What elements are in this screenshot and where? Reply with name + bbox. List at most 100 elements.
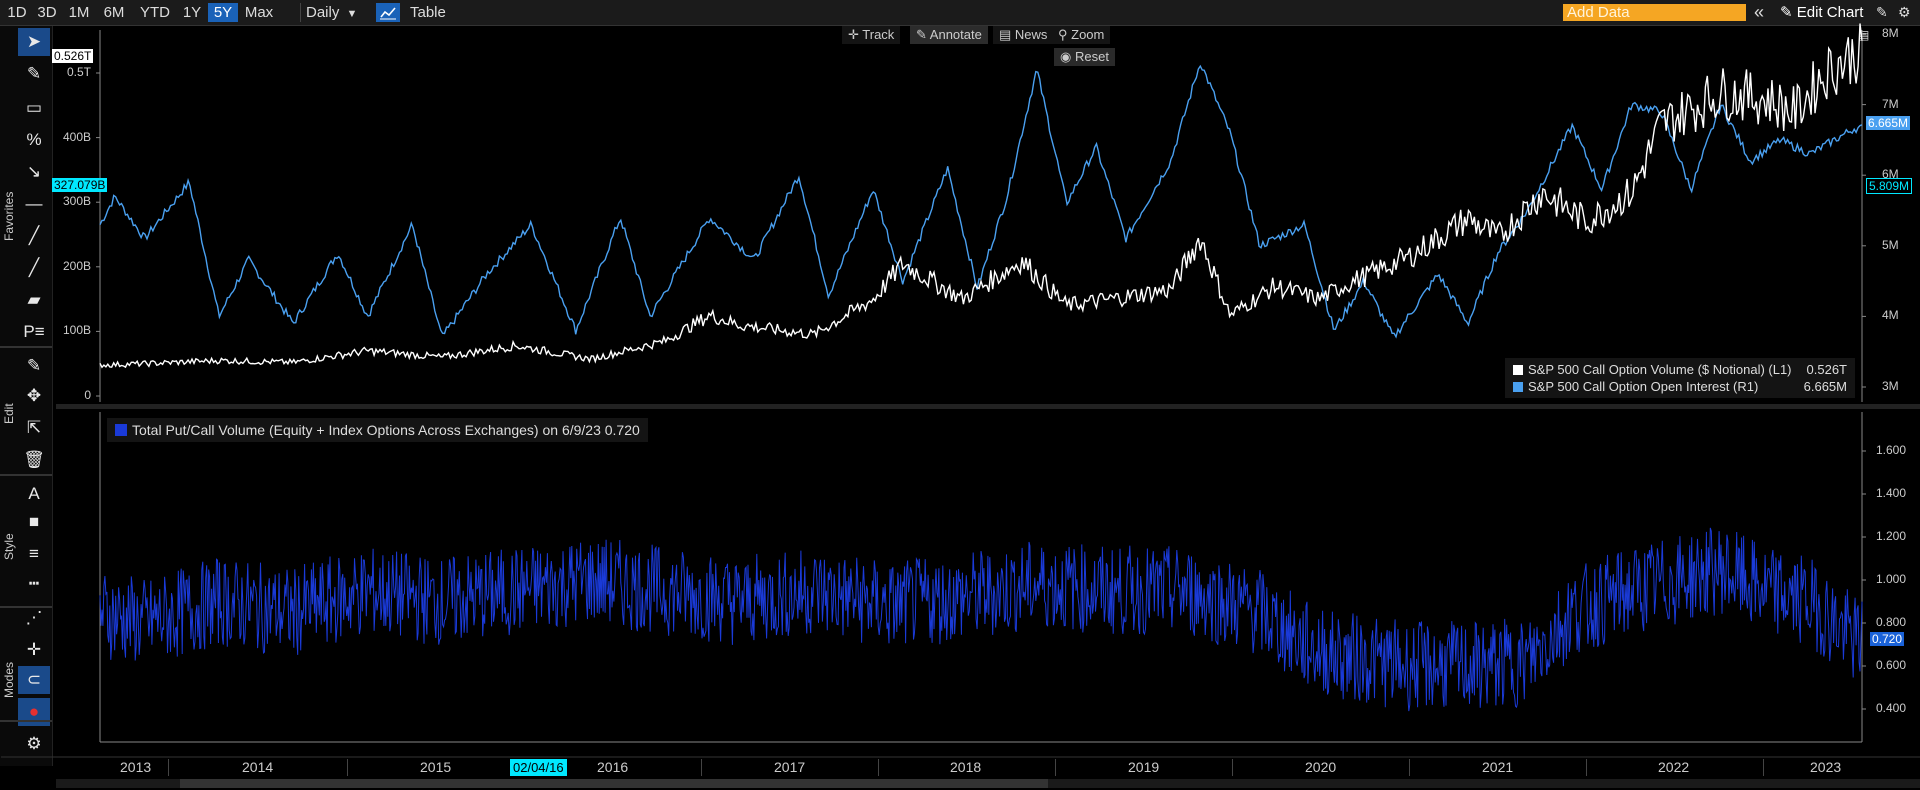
left-cursor-value-tag: 327.079B: [52, 178, 108, 192]
y-tick-label: 0.400: [1876, 701, 1907, 715]
horizontal-line-tool[interactable]: —: [18, 190, 50, 218]
chart-type-button[interactable]: [376, 3, 400, 22]
range-button-ytd[interactable]: YTD: [140, 4, 170, 21]
x-axis-divider: [701, 759, 702, 776]
edit-chart-button[interactable]: ✎ Edit Chart: [1780, 3, 1863, 22]
dotted-line-icon: ⋰: [25, 608, 43, 627]
table-button[interactable]: Table: [410, 4, 446, 21]
topbar-divider: [300, 3, 301, 22]
legend-swatch: [1513, 365, 1523, 375]
y-tick-label: 400B: [62, 129, 91, 144]
legend-swatch: [115, 424, 127, 436]
cursor-tool[interactable]: ➤: [18, 28, 50, 56]
range-button-6m[interactable]: 6M: [103, 4, 125, 21]
frequency-label: Daily: [306, 4, 340, 21]
arrow-tool[interactable]: ↘: [18, 158, 50, 186]
range-button-1y[interactable]: 1Y: [182, 4, 202, 21]
line-weight-tool[interactable]: ≡: [18, 540, 50, 568]
x-tick-label: 2016: [597, 759, 629, 775]
trash-icon: 🗑: [23, 450, 45, 469]
x-axis-divider: [1055, 759, 1056, 776]
y-tick-label: 0.800: [1876, 615, 1907, 629]
draw-tool[interactable]: ✎: [18, 352, 50, 380]
x-axis-divider: [347, 759, 348, 776]
y-tick-label: 0.600: [1876, 658, 1907, 672]
gear-icon: ⚙: [26, 734, 42, 753]
magnet-tool[interactable]: ⊂: [18, 666, 50, 694]
x-tick-label: 2023: [1810, 759, 1842, 775]
legend-value: 6.665M: [1803, 379, 1847, 394]
fill-tool[interactable]: ■: [18, 508, 50, 536]
channel-tool[interactable]: ▰: [18, 286, 50, 314]
toolbar-divider: [0, 606, 52, 608]
crosshair-icon: ✛: [848, 27, 863, 42]
x-tick-label: 2022: [1658, 759, 1690, 775]
x-axis-divider: [168, 759, 169, 776]
x-tick-label: 2018: [950, 759, 982, 775]
draw-icon: ✎: [26, 356, 42, 375]
x-axis-divider: [1586, 759, 1587, 776]
cursor-date-tag: 02/04/16: [510, 759, 567, 776]
crosshair-add-tool[interactable]: ✛: [18, 636, 50, 664]
rectangle-tool[interactable]: ▭: [18, 94, 50, 122]
crosshair-add-icon: ✛: [26, 640, 42, 659]
open-interest-line: [99, 64, 1863, 339]
line-style-tool[interactable]: ┅: [18, 570, 50, 598]
news-icon: ▤: [999, 27, 1015, 42]
x-tick-label: 2021: [1482, 759, 1514, 775]
percent-tool[interactable]: %: [18, 126, 50, 154]
y-tick-label: 0: [84, 388, 91, 402]
legend-label: S&P 500 Call Option Volume ($ Notional) …: [1528, 362, 1792, 377]
x-tick-label: 2017: [774, 759, 806, 775]
search-icon: ⚲: [1058, 27, 1072, 42]
frequency-dropdown[interactable]: Daily ▼: [306, 3, 366, 22]
range-button-1d[interactable]: 1D: [7, 4, 27, 21]
reset-button[interactable]: ◉ Reset: [1054, 48, 1115, 66]
gear-tool[interactable]: ⚙: [18, 730, 50, 758]
line-style-icon: ┅: [28, 574, 40, 593]
track-label: Track: [862, 27, 895, 42]
trash-tool[interactable]: 🗑: [18, 446, 50, 474]
annotate-button[interactable]: ✎ Annotate: [910, 26, 988, 44]
pen-tool[interactable]: ✎: [18, 60, 50, 88]
add-data-input[interactable]: [1563, 4, 1746, 21]
x-axis-divider: [1763, 759, 1764, 776]
range-button-5y[interactable]: 5Y: [208, 3, 238, 22]
range-button-1m[interactable]: 1M: [68, 4, 90, 21]
zoom-button[interactable]: ⚲ Zoom: [1052, 26, 1111, 44]
reset-label: Reset: [1075, 49, 1109, 64]
track-button[interactable]: ✛ Track: [842, 26, 901, 44]
lower-legend[interactable]: Total Put/Call Volume (Equity + Index Op…: [107, 418, 648, 442]
line-tool[interactable]: ╱: [18, 222, 50, 250]
drawing-toolbar: ➤ ✎ ▭% ↘ — ╱ ╱ ▰ P≡ ✎ ✥ ⇱ 🗑 A ■ ≡ ┅ ⋰ ✛ ⊂ ● ⚙ Favorites Edit …: [0, 26, 53, 766]
edit-icon[interactable]: ✎: [1876, 4, 1888, 20]
p-text-tool[interactable]: P≡: [18, 318, 50, 346]
news-button[interactable]: ▤ News: [993, 26, 1054, 44]
lower-legend-label: Total Put/Call Volume (Equity + Index Op…: [132, 422, 640, 438]
range-button-3d[interactable]: 3D: [37, 4, 57, 21]
collapse-icon[interactable]: «: [1754, 2, 1765, 22]
gear-icon[interactable]: ⚙: [1898, 4, 1911, 20]
colors-icon: ●: [28, 702, 40, 721]
panel-menu-icon[interactable]: ▤: [1858, 28, 1870, 42]
x-axis-divider: [1232, 759, 1233, 776]
y-tick-label: 100B: [62, 323, 91, 338]
legend-item-call-volume[interactable]: S&P 500 Call Option Volume ($ Notional) …: [1513, 362, 1792, 377]
line-weight-icon: ≡: [29, 544, 39, 563]
range-button-max[interactable]: Max: [244, 4, 274, 21]
annotate-label: Annotate: [929, 27, 982, 42]
right-last-value-tag: 6.665M: [1866, 116, 1911, 130]
horizontal-line-icon: —: [25, 194, 43, 213]
select-add-tool[interactable]: ⇱: [18, 414, 50, 442]
panel-divider: [56, 404, 1920, 409]
line-points-tool[interactable]: ╱: [18, 254, 50, 282]
dotted-line-tool[interactable]: ⋰: [18, 604, 50, 632]
y-tick-label: 200B: [62, 258, 91, 273]
font-tool[interactable]: A: [18, 480, 50, 508]
move-tool[interactable]: ✥: [18, 382, 50, 410]
legend-value: 0.526T: [1806, 362, 1847, 377]
y-tick-label: 1.600: [1876, 443, 1907, 457]
legend-item-open-interest[interactable]: S&P 500 Call Option Open Interest (R1): [1513, 379, 1758, 394]
y-tick-label: 3M: [1882, 379, 1899, 393]
scrollbar-thumb[interactable]: [180, 779, 1048, 788]
